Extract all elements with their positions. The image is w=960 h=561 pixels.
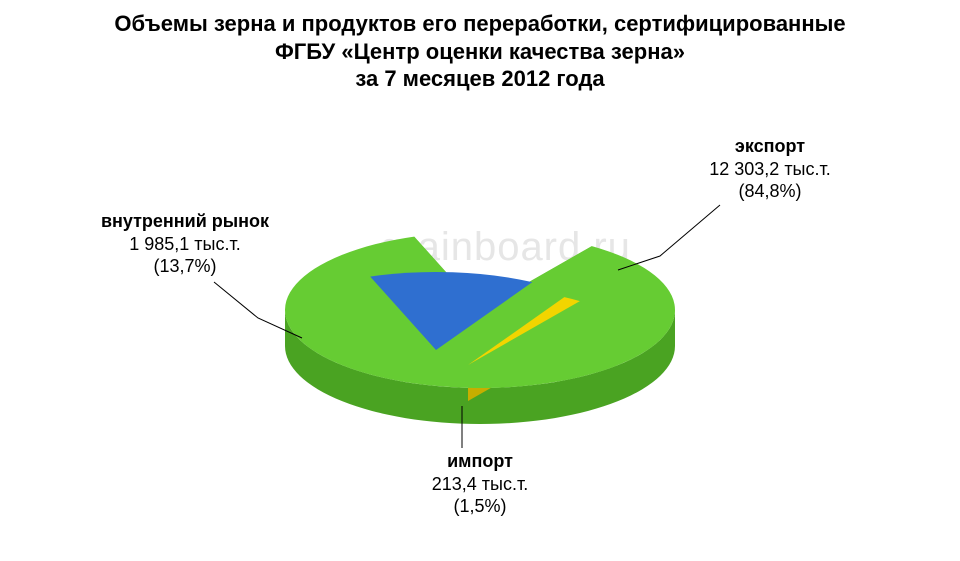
slice-label-domestic: внутренний рынок 1 985,1 тыс.т. (13,7%) <box>70 210 300 278</box>
slice-label-import: импорт 213,4 тыс.т. (1,5%) <box>380 450 580 518</box>
slice-name: импорт <box>380 450 580 473</box>
slice-percent: (84,8%) <box>660 180 880 203</box>
slice-percent: (1,5%) <box>380 495 580 518</box>
slice-value: 1 985,1 тыс.т. <box>70 233 300 256</box>
slice-name: экспорт <box>660 135 880 158</box>
slice-value: 213,4 тыс.т. <box>380 473 580 496</box>
slice-label-export: экспорт 12 303,2 тыс.т. (84,8%) <box>660 135 880 203</box>
slice-value: 12 303,2 тыс.т. <box>660 158 880 181</box>
slice-percent: (13,7%) <box>70 255 300 278</box>
slice-name: внутренний рынок <box>70 210 300 233</box>
